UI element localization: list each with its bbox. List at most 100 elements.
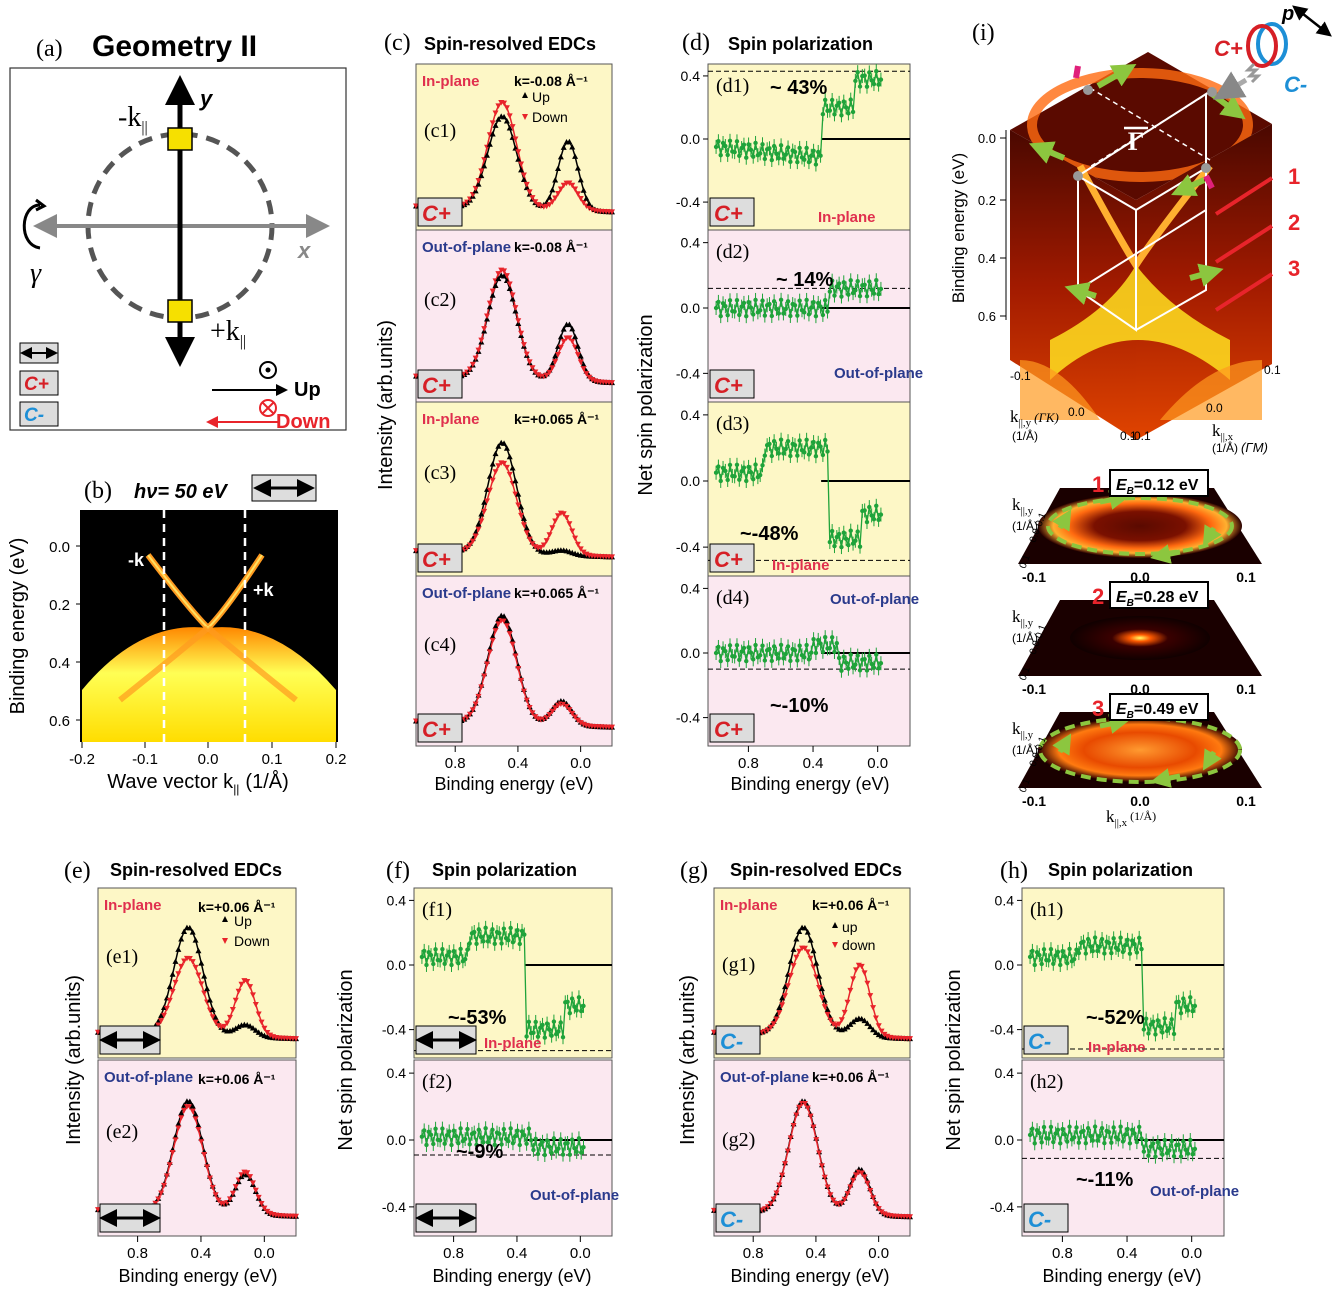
i-kx-unit: (1/Å) (ΓM) — [1212, 440, 1268, 455]
xtick-label: 0.0 — [254, 1245, 275, 1262]
panel-h: (h) Spin polarization 0.4 0.0 -0.4 (h1) ~-52% I… — [943, 858, 1239, 1286]
edc-down-point — [261, 1205, 268, 1212]
edc-down-point — [867, 1188, 874, 1194]
edc-up-point — [501, 113, 508, 120]
edc-down-point — [512, 653, 519, 660]
edc-up-point — [858, 1015, 865, 1022]
panel-f-letter: (f) — [386, 858, 410, 884]
mode-label: In-plane — [422, 73, 480, 90]
edc-down-point — [481, 673, 488, 679]
edc-down-point — [523, 181, 530, 188]
edc-up-point — [232, 1025, 239, 1031]
edc-up-point — [209, 1006, 216, 1013]
spin-arrow-icon — [1171, 174, 1206, 196]
mode-label: Out-of-plane — [1150, 1183, 1239, 1200]
edc-down-point — [861, 1174, 868, 1180]
edc-down-point — [549, 199, 556, 205]
edc-down-point — [189, 959, 196, 965]
spin-texture-ring — [1046, 496, 1234, 556]
pol-line — [715, 439, 882, 548]
edc-down-point — [166, 1162, 173, 1168]
mode-label: In-plane — [772, 557, 830, 574]
slice-e: E — [1116, 477, 1128, 494]
legend-down-label: down — [842, 937, 875, 953]
edc-up-point — [515, 491, 522, 497]
edc-up-point — [810, 947, 817, 954]
panel-c-letter: (c) — [384, 30, 411, 56]
edc-down-point — [472, 355, 479, 362]
xtick-label: 0.4 — [507, 1245, 528, 1262]
edc-down-point — [469, 707, 476, 713]
edc-down-point — [212, 1019, 219, 1026]
edc-down-point — [484, 498, 491, 504]
pol-badge — [709, 713, 755, 743]
pol-line — [1029, 937, 1196, 1035]
edc-up-point — [779, 994, 786, 1001]
edc-down-point — [186, 956, 193, 962]
edc-up-point — [249, 1025, 256, 1031]
xtick-label: 0.8 — [738, 755, 759, 772]
panel-a-title: Geometry II — [92, 30, 257, 63]
spin-arrow-icon — [1189, 263, 1224, 287]
edc-down-point — [583, 371, 590, 377]
edc-down-point — [181, 958, 188, 965]
edc-down-point — [770, 1021, 777, 1027]
edc-down-point — [796, 1104, 803, 1111]
plus-k-label: +k|| — [210, 316, 246, 350]
edc-down-point — [520, 522, 527, 528]
edc-down-point — [247, 984, 254, 990]
kpoint-dot — [1201, 163, 1211, 173]
edc-down-point — [166, 997, 173, 1004]
edc-down-point — [501, 100, 508, 107]
ytick-label: 0.4 — [995, 1065, 1015, 1081]
edc-up-point — [586, 200, 593, 207]
edc-down-point — [178, 1115, 185, 1121]
edc-down-point — [827, 1017, 834, 1024]
edc-down-point — [227, 1196, 233, 1202]
subpanel-id: (g2) — [722, 1129, 755, 1151]
edc-down-point — [169, 1150, 176, 1156]
k-label: k=-0.08 Å⁻¹ — [514, 239, 588, 255]
c-xlabel: Binding energy (eV) — [434, 774, 593, 794]
panel-g-letter: (g) — [680, 858, 708, 884]
polarization-value: ~ 14% — [776, 269, 833, 291]
edc-down-point — [512, 305, 519, 311]
slice-ylabel-k: k — [1012, 607, 1021, 626]
panel-i-letter: (i) — [972, 20, 995, 46]
edc-down-point — [535, 202, 542, 208]
edc-down-point — [847, 1184, 854, 1190]
edc-down-point — [572, 186, 579, 193]
edc-up-point — [175, 946, 182, 952]
edc-down-point — [864, 1180, 871, 1187]
edc-down-point — [821, 1004, 828, 1010]
edc-down-point — [552, 195, 559, 202]
spin-arrow-icon — [1202, 524, 1222, 547]
slice-e: E — [1116, 589, 1128, 606]
slice-energy-box — [1109, 469, 1209, 497]
edc-down-point — [478, 518, 485, 525]
k-label: k=+0.065 Å⁻¹ — [514, 411, 600, 427]
edc-up-point — [509, 637, 516, 643]
gamma-arrowhead-icon — [35, 198, 47, 212]
polarization-value: ~-48% — [740, 523, 799, 545]
edc-down-point — [509, 292, 516, 298]
edc-up-point — [787, 958, 794, 964]
edc-up-point — [580, 187, 587, 193]
mode-label: Out-of-plane — [422, 585, 511, 602]
edc-down-point — [238, 981, 245, 988]
slice-ytick: 0.1 — [1018, 665, 1033, 682]
edc-up-point — [478, 510, 485, 517]
slice-e: E — [1116, 701, 1128, 718]
edc-down-point — [255, 1194, 262, 1201]
edc-down-point — [858, 1170, 865, 1176]
pol-line — [715, 71, 882, 165]
edc-down-point — [835, 1021, 842, 1028]
d-ylabel: Net spin polarization — [635, 314, 657, 495]
e-xlabel: Binding energy (eV) — [118, 1266, 277, 1286]
g-ylabel: Intensity (arb.units) — [677, 975, 699, 1145]
edc-down-point — [609, 380, 615, 386]
edc-down-point — [189, 1108, 196, 1115]
edc-down-point — [784, 1148, 791, 1154]
pol-badge — [1023, 1025, 1069, 1055]
edc-up-point — [872, 1029, 879, 1036]
